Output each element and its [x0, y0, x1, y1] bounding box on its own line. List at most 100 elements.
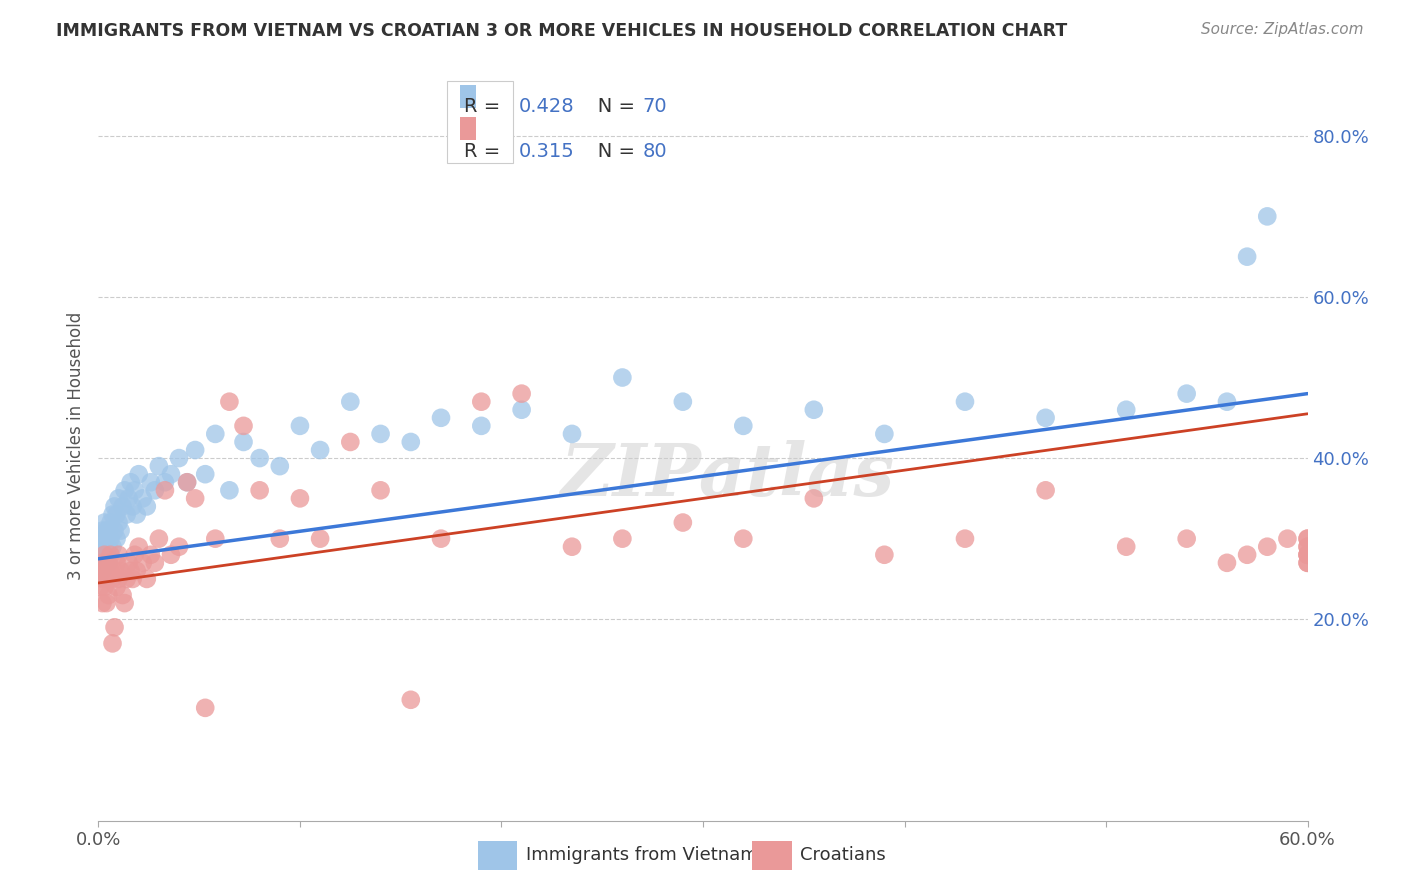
Point	[399, 693, 422, 707]
Point	[1256, 210, 1278, 224]
Point	[561, 540, 583, 554]
Point	[1115, 402, 1137, 417]
Point	[101, 508, 124, 522]
Point	[1175, 532, 1198, 546]
Point	[101, 572, 124, 586]
Text: 0.315: 0.315	[519, 142, 574, 161]
Point	[101, 636, 124, 650]
Point	[430, 532, 453, 546]
Point	[103, 620, 125, 634]
Point	[167, 451, 190, 466]
Point	[612, 370, 634, 384]
Point	[148, 459, 170, 474]
Point	[121, 500, 143, 514]
Point	[184, 491, 207, 506]
Point	[91, 564, 114, 578]
Point	[339, 394, 361, 409]
Point	[91, 596, 114, 610]
Text: 80: 80	[643, 142, 668, 161]
Point	[100, 548, 122, 562]
Point	[93, 548, 115, 562]
Point	[96, 572, 118, 586]
Text: Source: ZipAtlas.com: Source: ZipAtlas.com	[1201, 22, 1364, 37]
Point	[97, 556, 120, 570]
Point	[873, 426, 896, 441]
Point	[176, 475, 198, 490]
Point	[114, 483, 136, 498]
Point	[1296, 556, 1319, 570]
Point	[120, 475, 142, 490]
Point	[672, 394, 695, 409]
Point	[143, 556, 166, 570]
Point	[561, 426, 583, 441]
Point	[103, 524, 125, 538]
Point	[110, 524, 132, 538]
Point	[470, 394, 492, 409]
Point	[232, 418, 254, 433]
Point	[111, 588, 134, 602]
Legend: , : ,	[447, 81, 513, 163]
Point	[132, 556, 155, 570]
Point	[91, 556, 114, 570]
Point	[132, 491, 155, 506]
Point	[510, 402, 533, 417]
Point	[111, 500, 134, 514]
Point	[232, 434, 254, 449]
Point	[89, 580, 111, 594]
Point	[89, 548, 111, 562]
Point	[110, 564, 132, 578]
Point	[1296, 532, 1319, 546]
Point	[115, 572, 138, 586]
Point	[93, 580, 115, 594]
Point	[1296, 532, 1319, 546]
Point	[470, 418, 492, 433]
Point	[176, 475, 198, 490]
Point	[194, 467, 217, 482]
Text: 70: 70	[643, 97, 668, 117]
Point	[125, 564, 148, 578]
Point	[139, 475, 162, 490]
Text: Immigrants from Vietnam: Immigrants from Vietnam	[526, 847, 758, 864]
Point	[93, 564, 115, 578]
Point	[120, 564, 142, 578]
Point	[672, 516, 695, 530]
Point	[204, 532, 226, 546]
Point	[153, 483, 176, 498]
Point	[121, 572, 143, 586]
Point	[510, 386, 533, 401]
Point	[1296, 556, 1319, 570]
Point	[1256, 540, 1278, 554]
Text: N =: N =	[579, 142, 641, 161]
Point	[1277, 532, 1299, 546]
Point	[97, 556, 120, 570]
Point	[105, 556, 128, 570]
Text: R =: R =	[464, 142, 506, 161]
Point	[114, 596, 136, 610]
Point	[96, 524, 118, 538]
Point	[96, 596, 118, 610]
Point	[309, 532, 332, 546]
Point	[139, 548, 162, 562]
Point	[204, 426, 226, 441]
Point	[93, 556, 115, 570]
Text: IMMIGRANTS FROM VIETNAM VS CROATIAN 3 OR MORE VEHICLES IN HOUSEHOLD CORRELATION : IMMIGRANTS FROM VIETNAM VS CROATIAN 3 OR…	[56, 22, 1067, 40]
Point	[160, 548, 183, 562]
Point	[118, 491, 141, 506]
Point	[1296, 540, 1319, 554]
Point	[91, 540, 114, 554]
Point	[97, 588, 120, 602]
Point	[93, 532, 115, 546]
Point	[339, 434, 361, 449]
Point	[96, 548, 118, 562]
Text: 0.428: 0.428	[519, 97, 574, 117]
Point	[1236, 250, 1258, 264]
Point	[288, 491, 311, 506]
Point	[1035, 410, 1057, 425]
Point	[733, 418, 755, 433]
Point	[143, 483, 166, 498]
Point	[873, 548, 896, 562]
Point	[97, 524, 120, 538]
Point	[148, 532, 170, 546]
Point	[100, 532, 122, 546]
Point	[118, 556, 141, 570]
